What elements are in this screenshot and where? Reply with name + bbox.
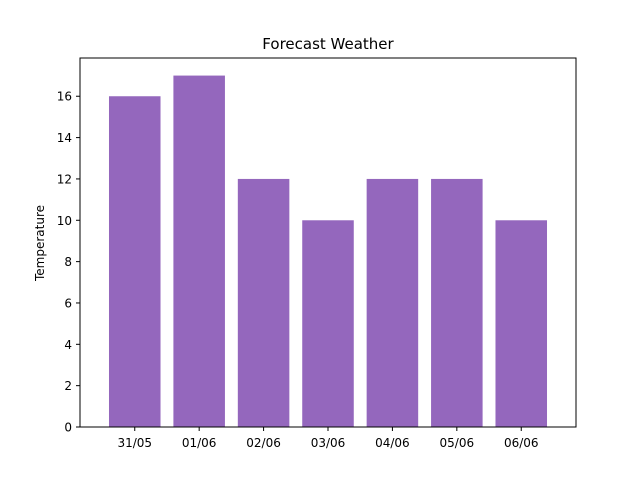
bar-06-06 — [495, 220, 548, 427]
x-tick-label: 05/06 — [440, 436, 475, 450]
bar-02-06 — [237, 178, 290, 427]
bar-01-06 — [173, 75, 225, 428]
bar-31-05 — [108, 96, 161, 427]
y-tick-label: 4 — [64, 338, 72, 352]
x-tick-label: 31/05 — [117, 436, 152, 450]
y-axis-label: Temperature — [33, 205, 47, 282]
x-tick-label: 04/06 — [375, 436, 410, 450]
y-tick-label: 2 — [64, 379, 72, 393]
x-tick-label: 06/06 — [504, 436, 539, 450]
bar-04-06 — [366, 178, 419, 427]
chart-title: Forecast Weather — [262, 35, 394, 53]
y-tick-label: 0 — [64, 421, 72, 435]
plot-area: 31/05 01/06 02/06 03/06 04/06 05/06 06/06 0 2 4 6 8… — [57, 57, 577, 450]
y-tick-label: 12 — [57, 172, 72, 186]
y-tick-label: 8 — [64, 255, 72, 269]
bar-03-06 — [302, 220, 354, 427]
y-tick-label: 14 — [57, 131, 72, 145]
x-tick-label: 03/06 — [311, 436, 346, 450]
y-tick-label: 10 — [57, 214, 72, 228]
x-tick-label: 01/06 — [182, 436, 217, 450]
y-tick-label: 16 — [57, 90, 72, 104]
y-tick-label: 6 — [64, 296, 72, 310]
bar-05-06 — [431, 178, 483, 427]
x-tick-label: 02/06 — [246, 436, 281, 450]
